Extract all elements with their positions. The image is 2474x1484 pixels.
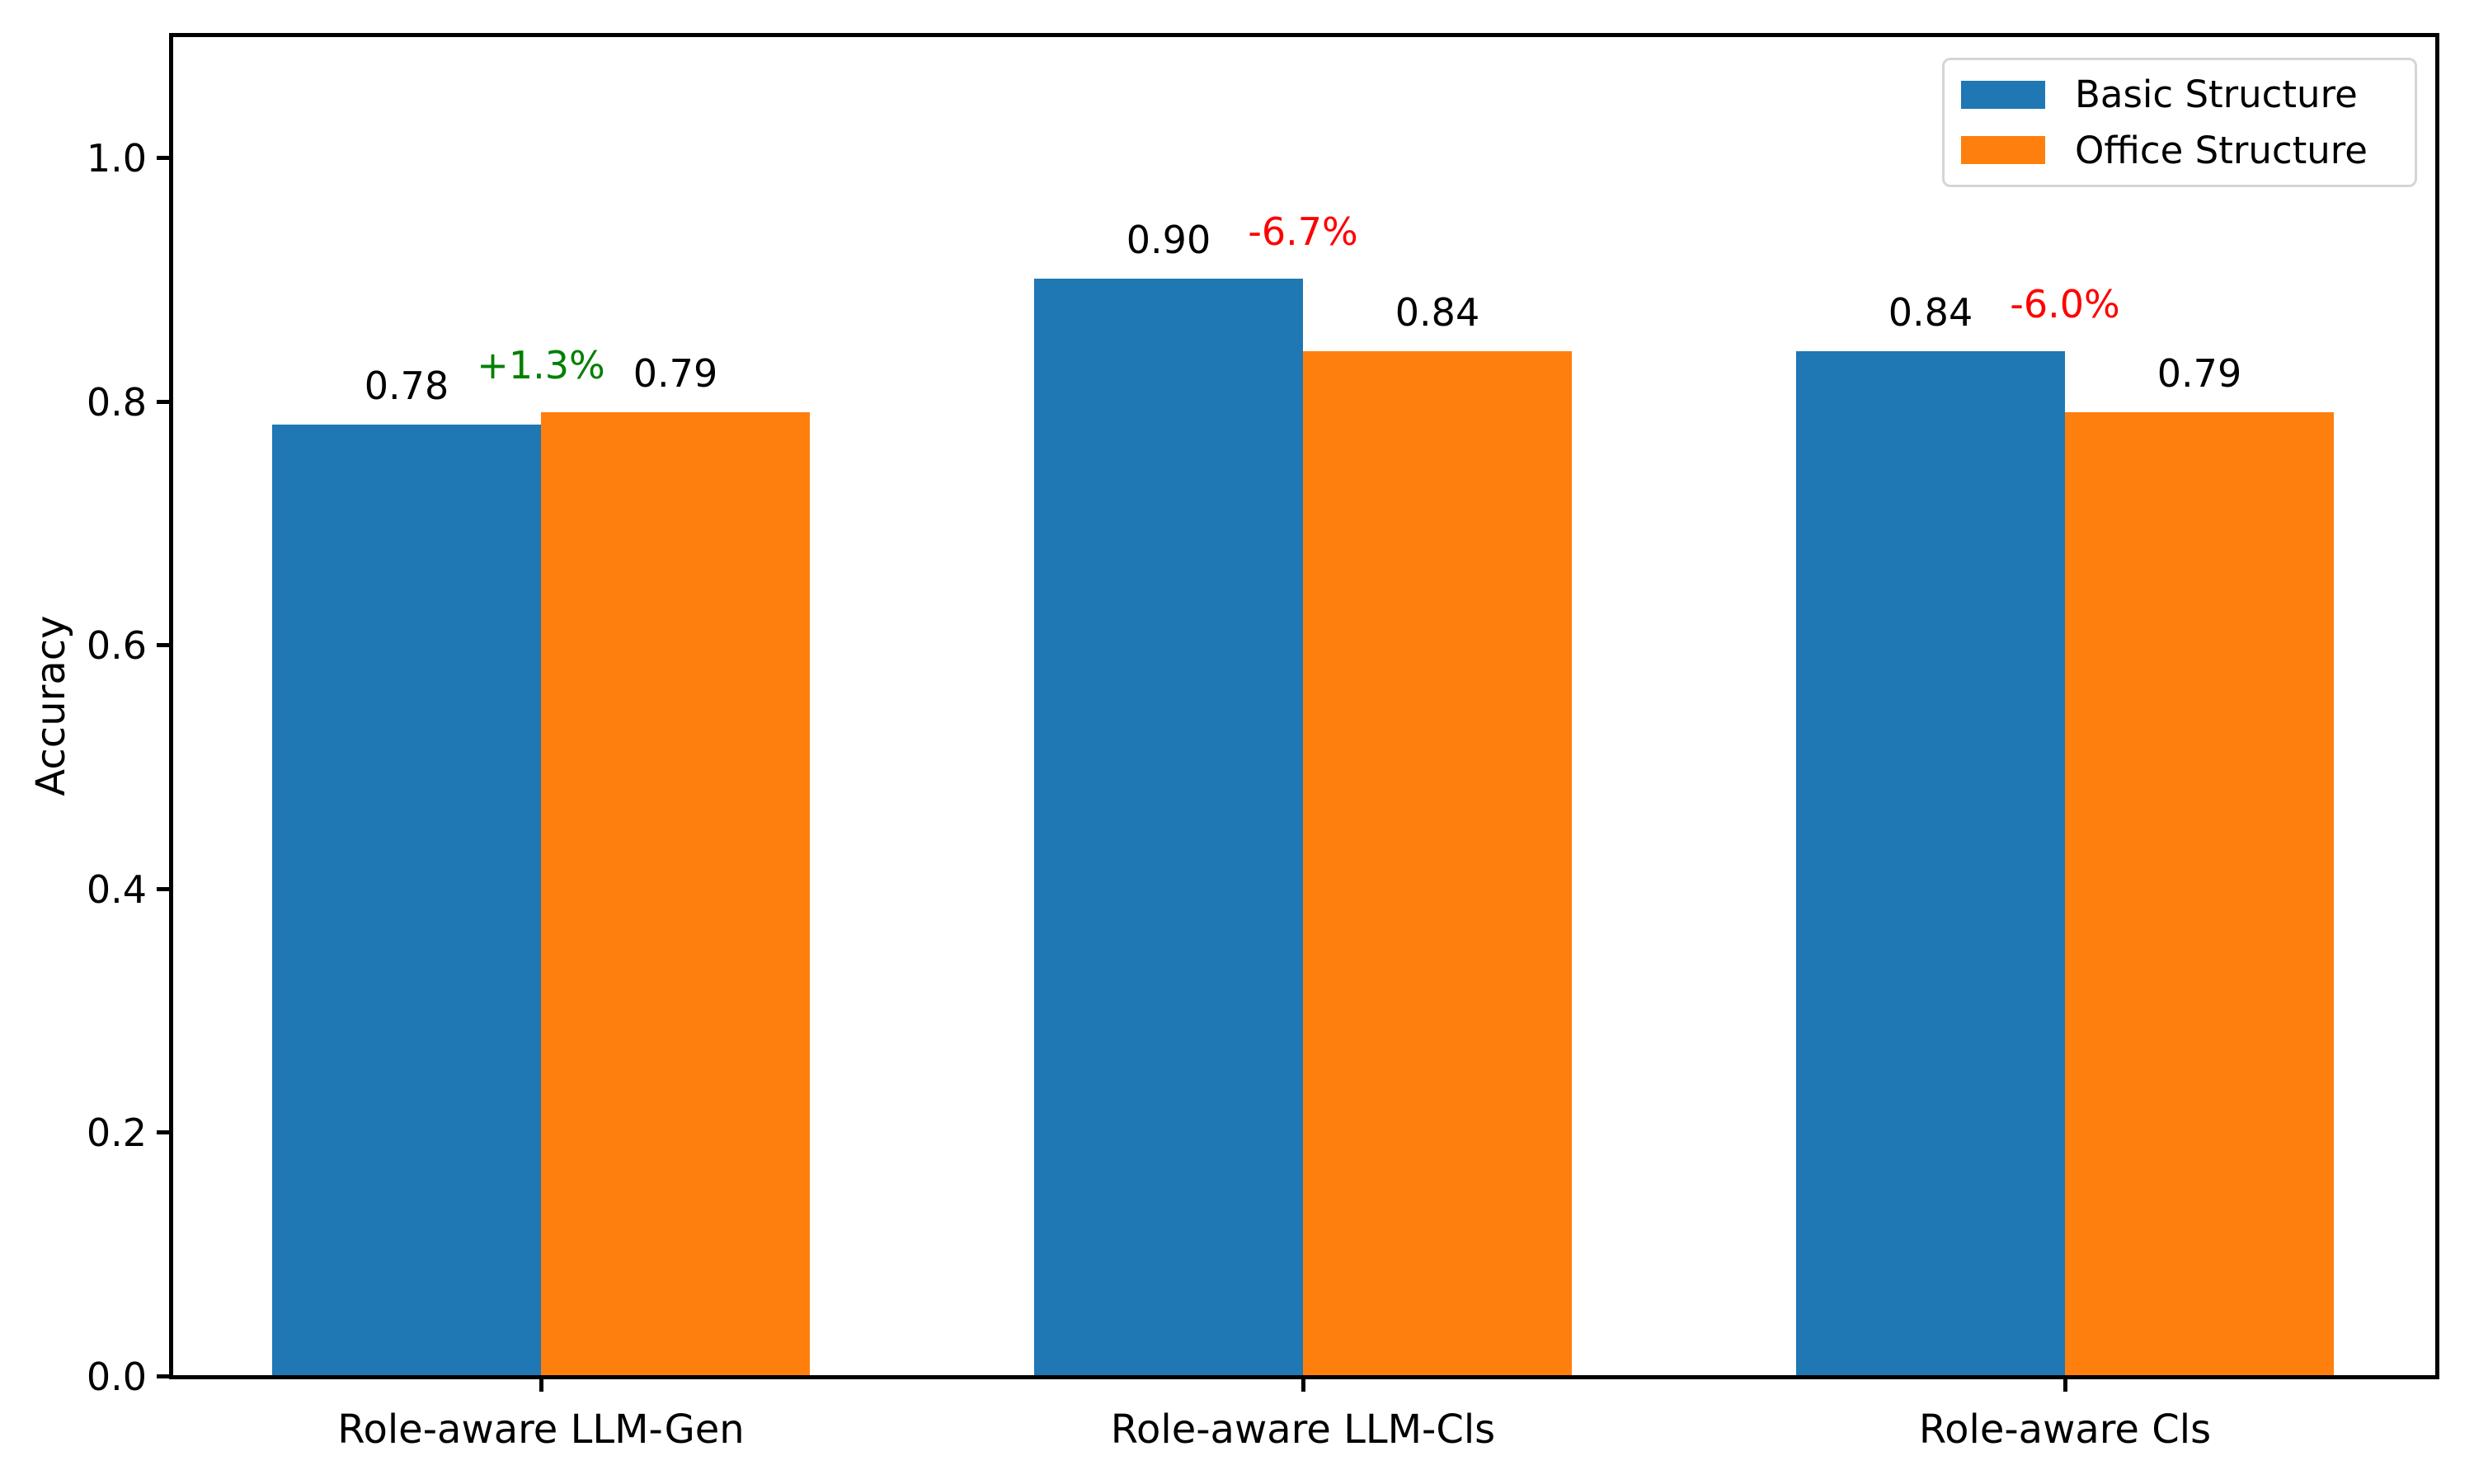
legend-swatch-basic-structure	[1961, 80, 2045, 109]
x-tick-mark	[1301, 1378, 1305, 1392]
bar-value-label: 0.79	[2157, 351, 2242, 396]
legend-label-office-structure: Office Structure	[2075, 128, 2368, 172]
y-tick-label: 0.8	[86, 379, 147, 425]
y-tick-mark	[157, 1374, 170, 1378]
x-tick-label: Role-aware LLM-Cls	[1110, 1407, 1496, 1453]
bar-basic-structure	[1034, 279, 1303, 1375]
bar-office-structure	[541, 412, 810, 1375]
bar-value-label: 0.84	[1888, 290, 1973, 335]
x-tick-label: Role-aware Cls	[1918, 1407, 2212, 1453]
bar-value-label: 0.90	[1126, 218, 1211, 262]
y-tick-mark	[157, 886, 170, 891]
bar-office-structure	[2065, 412, 2334, 1375]
x-tick-mark	[2063, 1378, 2067, 1392]
bar-value-label: 0.78	[364, 364, 449, 408]
y-axis-title: Accuracy	[28, 615, 74, 796]
plot-area	[169, 33, 2439, 1379]
bar-basic-structure	[272, 425, 541, 1375]
y-tick-label: 0.6	[86, 623, 147, 669]
bar-office-structure	[1303, 351, 1572, 1375]
y-tick-mark	[157, 1130, 170, 1135]
pct-change-annotation: -6.7%	[1248, 209, 1358, 254]
bar-basic-structure	[1796, 351, 2065, 1375]
x-tick-mark	[539, 1378, 543, 1392]
y-tick-label: 1.0	[86, 136, 147, 181]
y-tick-mark	[157, 156, 170, 160]
legend: Basic Structure Office Structure	[1942, 58, 2417, 187]
pct-change-annotation: -6.0%	[2010, 282, 2120, 326]
y-tick-label: 0.4	[86, 866, 147, 912]
legend-swatch-office-structure	[1961, 136, 2045, 165]
y-tick-label: 0.2	[86, 1111, 147, 1156]
bar-value-label: 0.79	[633, 351, 718, 396]
y-tick-mark	[157, 643, 170, 648]
legend-item-office-structure: Office Structure	[1961, 129, 2415, 172]
y-tick-mark	[157, 399, 170, 404]
bar-value-label: 0.84	[1395, 290, 1480, 335]
pct-change-annotation: +1.3%	[477, 343, 605, 387]
legend-label-basic-structure: Basic Structure	[2075, 73, 2358, 117]
legend-item-basic-structure: Basic Structure	[1961, 73, 2415, 116]
y-tick-label: 0.0	[86, 1355, 147, 1399]
x-tick-label: Role-aware LLM-Gen	[337, 1407, 745, 1453]
